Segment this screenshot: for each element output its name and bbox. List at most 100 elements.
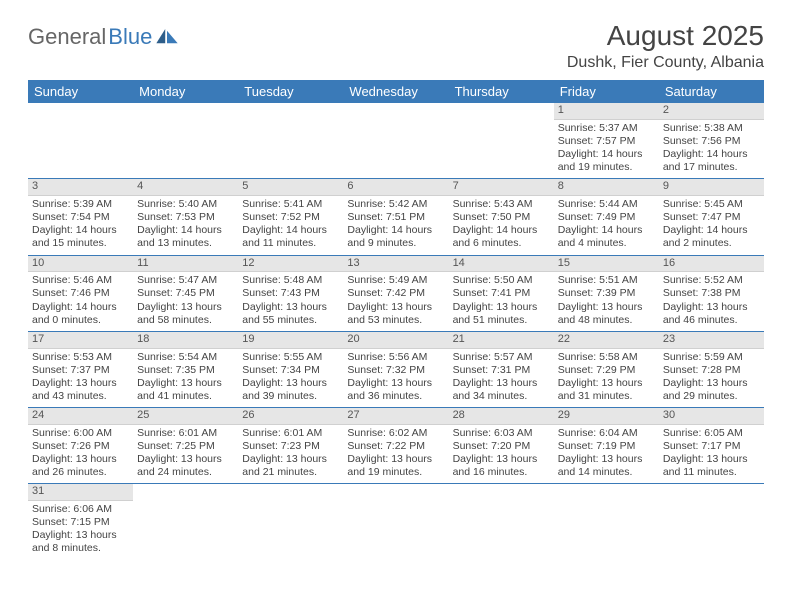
sunset-text: Sunset: 7:50 PM	[453, 211, 550, 224]
day-number: 28	[449, 408, 554, 425]
day-body: Sunrise: 5:38 AMSunset: 7:56 PMDaylight:…	[659, 120, 764, 179]
sail-icon	[156, 29, 178, 45]
calendar-cell: 31Sunrise: 6:06 AMSunset: 7:15 PMDayligh…	[28, 484, 133, 560]
daylight-text: Daylight: 14 hours and 19 minutes.	[558, 148, 655, 174]
day-body: Sunrise: 5:37 AMSunset: 7:57 PMDaylight:…	[554, 120, 659, 179]
sunset-text: Sunset: 7:25 PM	[137, 440, 234, 453]
sunrise-text: Sunrise: 5:50 AM	[453, 274, 550, 287]
daylight-text: Daylight: 14 hours and 15 minutes.	[32, 224, 129, 250]
logo-text-blue: Blue	[108, 24, 152, 50]
daylight-text: Daylight: 14 hours and 9 minutes.	[347, 224, 444, 250]
day-body: Sunrise: 5:43 AMSunset: 7:50 PMDaylight:…	[449, 196, 554, 255]
day-number: 16	[659, 256, 764, 273]
calendar-cell: ..	[659, 484, 764, 560]
calendar-cell: 30Sunrise: 6:05 AMSunset: 7:17 PMDayligh…	[659, 408, 764, 484]
day-number: 2	[659, 103, 764, 120]
calendar-cell: 25Sunrise: 6:01 AMSunset: 7:25 PMDayligh…	[133, 408, 238, 484]
daylight-text: Daylight: 13 hours and 51 minutes.	[453, 301, 550, 327]
sunrise-text: Sunrise: 6:04 AM	[558, 427, 655, 440]
daylight-text: Daylight: 13 hours and 14 minutes.	[558, 453, 655, 479]
calendar-cell: 7Sunrise: 5:43 AMSunset: 7:50 PMDaylight…	[449, 179, 554, 255]
calendar-cell: ..	[238, 103, 343, 179]
calendar-cell: ..	[238, 484, 343, 560]
sunrise-text: Sunrise: 5:47 AM	[137, 274, 234, 287]
sunrise-text: Sunrise: 6:03 AM	[453, 427, 550, 440]
calendar-cell: ..	[133, 484, 238, 560]
daylight-text: Daylight: 14 hours and 17 minutes.	[663, 148, 760, 174]
calendar-cell: 9Sunrise: 5:45 AMSunset: 7:47 PMDaylight…	[659, 179, 764, 255]
logo-text-general: General	[28, 24, 106, 50]
sunset-text: Sunset: 7:38 PM	[663, 287, 760, 300]
sunset-text: Sunset: 7:37 PM	[32, 364, 129, 377]
day-number: 19	[238, 332, 343, 349]
calendar-cell: 28Sunrise: 6:03 AMSunset: 7:20 PMDayligh…	[449, 408, 554, 484]
sunrise-text: Sunrise: 5:39 AM	[32, 198, 129, 211]
daylight-text: Daylight: 14 hours and 13 minutes.	[137, 224, 234, 250]
day-body: Sunrise: 5:49 AMSunset: 7:42 PMDaylight:…	[343, 272, 448, 331]
daylight-text: Daylight: 14 hours and 2 minutes.	[663, 224, 760, 250]
month-title: August 2025	[567, 20, 764, 52]
day-body: Sunrise: 5:59 AMSunset: 7:28 PMDaylight:…	[659, 349, 764, 408]
location: Dushk, Fier County, Albania	[567, 54, 764, 72]
daylight-text: Daylight: 13 hours and 48 minutes.	[558, 301, 655, 327]
day-number: 1	[554, 103, 659, 120]
calendar-cell: ..	[554, 484, 659, 560]
day-body: Sunrise: 5:44 AMSunset: 7:49 PMDaylight:…	[554, 196, 659, 255]
calendar-cell: 22Sunrise: 5:58 AMSunset: 7:29 PMDayligh…	[554, 331, 659, 407]
sunset-text: Sunset: 7:22 PM	[347, 440, 444, 453]
day-header: Saturday	[659, 80, 764, 103]
calendar-cell: 29Sunrise: 6:04 AMSunset: 7:19 PMDayligh…	[554, 408, 659, 484]
day-body: Sunrise: 6:00 AMSunset: 7:26 PMDaylight:…	[28, 425, 133, 484]
day-number: 23	[659, 332, 764, 349]
calendar-cell: 5Sunrise: 5:41 AMSunset: 7:52 PMDaylight…	[238, 179, 343, 255]
sunrise-text: Sunrise: 6:06 AM	[32, 503, 129, 516]
sunrise-text: Sunrise: 5:53 AM	[32, 351, 129, 364]
calendar-cell: 21Sunrise: 5:57 AMSunset: 7:31 PMDayligh…	[449, 331, 554, 407]
calendar-cell: 4Sunrise: 5:40 AMSunset: 7:53 PMDaylight…	[133, 179, 238, 255]
day-header-row: Sunday Monday Tuesday Wednesday Thursday…	[28, 80, 764, 103]
calendar-cell: ..	[343, 484, 448, 560]
daylight-text: Daylight: 13 hours and 46 minutes.	[663, 301, 760, 327]
calendar-cell: 3Sunrise: 5:39 AMSunset: 7:54 PMDaylight…	[28, 179, 133, 255]
day-body: Sunrise: 5:56 AMSunset: 7:32 PMDaylight:…	[343, 349, 448, 408]
day-number: 21	[449, 332, 554, 349]
day-body: Sunrise: 5:51 AMSunset: 7:39 PMDaylight:…	[554, 272, 659, 331]
calendar-cell: 24Sunrise: 6:00 AMSunset: 7:26 PMDayligh…	[28, 408, 133, 484]
sunrise-text: Sunrise: 5:46 AM	[32, 274, 129, 287]
day-number: 27	[343, 408, 448, 425]
day-number: 22	[554, 332, 659, 349]
calendar-cell: ..	[133, 103, 238, 179]
daylight-text: Daylight: 14 hours and 0 minutes.	[32, 301, 129, 327]
sunset-text: Sunset: 7:29 PM	[558, 364, 655, 377]
day-header: Monday	[133, 80, 238, 103]
day-number: 14	[449, 256, 554, 273]
sunset-text: Sunset: 7:32 PM	[347, 364, 444, 377]
sunrise-text: Sunrise: 5:38 AM	[663, 122, 760, 135]
day-number: 10	[28, 256, 133, 273]
sunrise-text: Sunrise: 5:51 AM	[558, 274, 655, 287]
sunset-text: Sunset: 7:17 PM	[663, 440, 760, 453]
daylight-text: Daylight: 13 hours and 19 minutes.	[347, 453, 444, 479]
sunset-text: Sunset: 7:39 PM	[558, 287, 655, 300]
day-body: Sunrise: 6:04 AMSunset: 7:19 PMDaylight:…	[554, 425, 659, 484]
sunrise-text: Sunrise: 5:45 AM	[663, 198, 760, 211]
sunrise-text: Sunrise: 5:54 AM	[137, 351, 234, 364]
daylight-text: Daylight: 14 hours and 11 minutes.	[242, 224, 339, 250]
sunrise-text: Sunrise: 5:56 AM	[347, 351, 444, 364]
sunset-text: Sunset: 7:54 PM	[32, 211, 129, 224]
day-header: Tuesday	[238, 80, 343, 103]
daylight-text: Daylight: 14 hours and 6 minutes.	[453, 224, 550, 250]
daylight-text: Daylight: 13 hours and 21 minutes.	[242, 453, 339, 479]
sunrise-text: Sunrise: 5:40 AM	[137, 198, 234, 211]
title-block: August 2025 Dushk, Fier County, Albania	[567, 20, 764, 72]
sunrise-text: Sunrise: 5:48 AM	[242, 274, 339, 287]
day-number: 6	[343, 179, 448, 196]
day-body: Sunrise: 5:53 AMSunset: 7:37 PMDaylight:…	[28, 349, 133, 408]
daylight-text: Daylight: 13 hours and 36 minutes.	[347, 377, 444, 403]
daylight-text: Daylight: 13 hours and 43 minutes.	[32, 377, 129, 403]
day-number: 30	[659, 408, 764, 425]
sunset-text: Sunset: 7:34 PM	[242, 364, 339, 377]
day-body: Sunrise: 6:03 AMSunset: 7:20 PMDaylight:…	[449, 425, 554, 484]
sunrise-text: Sunrise: 5:57 AM	[453, 351, 550, 364]
sunrise-text: Sunrise: 5:42 AM	[347, 198, 444, 211]
